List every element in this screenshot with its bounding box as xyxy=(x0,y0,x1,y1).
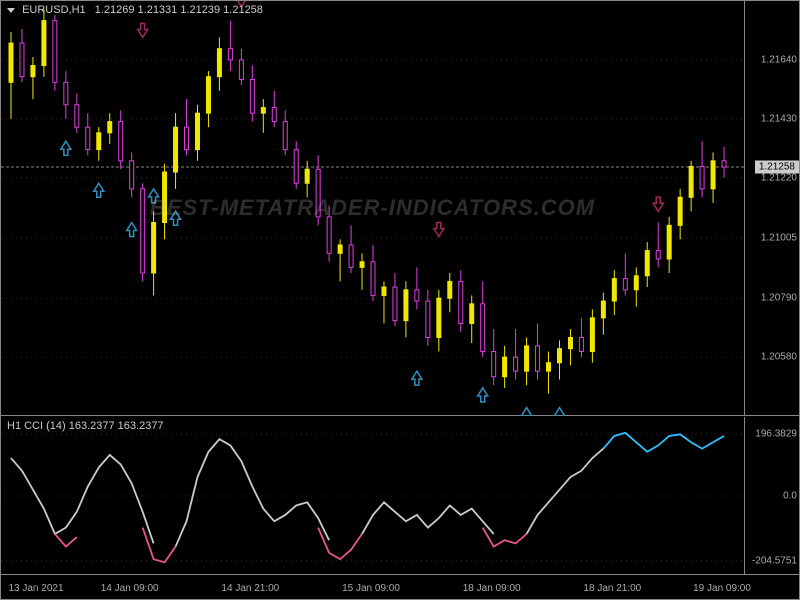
y-tick-label: 1.21430 xyxy=(761,113,797,124)
indicator-label: H1 CCI (14) 163.2377 163.2377 xyxy=(7,420,164,432)
ohlc-values: 1.21269 1.21331 1.21239 1.21258 xyxy=(95,4,263,16)
y-axis-sub: 196.3829 0.0 -204.5751 xyxy=(744,417,799,575)
x-tick-label: 19 Jan 09:00 xyxy=(693,583,751,594)
y-tick-label: 0.0 xyxy=(783,491,797,502)
y-axis-main: 1.21640 1.21430 1.21220 1.21005 1.20790 1.205… xyxy=(744,1,799,416)
current-price-box: 1.21258 xyxy=(755,161,799,174)
y-tick-label: 1.21220 xyxy=(761,172,797,183)
symbol-name: EURUSD,H1 xyxy=(22,4,86,16)
y-tick-label: 1.20790 xyxy=(761,293,797,304)
symbol-header[interactable]: EURUSD,H1 1.21269 1.21331 1.21239 1.2125… xyxy=(7,4,263,16)
indicator-panel[interactable]: H1 CCI (14) 163.2377 163.2377 xyxy=(1,417,745,575)
cci-svg xyxy=(1,417,745,575)
y-tick-label: 1.21640 xyxy=(761,54,797,65)
y-tick-label: 1.21005 xyxy=(761,232,797,243)
watermark: BEST-METATRADER-INDICATORS.COM xyxy=(150,195,595,221)
y-tick-label: -204.5751 xyxy=(752,555,797,566)
chart-container: EURUSD,H1 1.21269 1.21331 1.21239 1.2125… xyxy=(0,0,800,600)
x-tick-label: 18 Jan 21:00 xyxy=(583,583,641,594)
x-axis: 13 Jan 2021 14 Jan 09:00 14 Jan 21:00 15 Ja… xyxy=(1,574,800,599)
main-chart-panel[interactable]: EURUSD,H1 1.21269 1.21331 1.21239 1.2125… xyxy=(1,1,745,416)
x-tick-label: 15 Jan 09:00 xyxy=(342,583,400,594)
y-tick-label: 196.3829 xyxy=(755,428,797,439)
x-tick-label: 13 Jan 2021 xyxy=(8,583,63,594)
chevron-down-icon[interactable] xyxy=(7,8,15,13)
x-tick-label: 14 Jan 21:00 xyxy=(221,583,279,594)
y-tick-label: 1.20580 xyxy=(761,352,797,363)
x-tick-label: 14 Jan 09:00 xyxy=(101,583,159,594)
x-tick-label: 18 Jan 09:00 xyxy=(463,583,521,594)
